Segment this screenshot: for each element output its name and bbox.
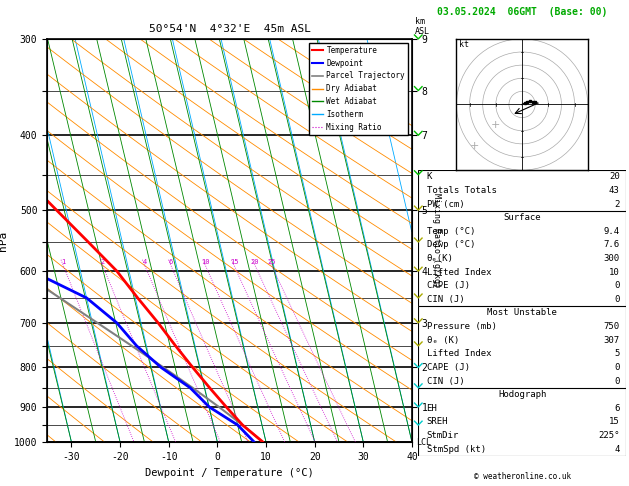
Y-axis label: Mixing Ratio (g/kg): Mixing Ratio (g/kg) [433, 193, 442, 288]
Text: θₑ(K): θₑ(K) [426, 254, 454, 263]
Text: Most Unstable: Most Unstable [487, 309, 557, 317]
Text: CIN (J): CIN (J) [426, 295, 464, 304]
Text: Pressure (mb): Pressure (mb) [426, 322, 496, 331]
Text: Dewp (°C): Dewp (°C) [426, 241, 475, 249]
Text: 0: 0 [615, 377, 620, 385]
Text: 20: 20 [609, 173, 620, 181]
Text: 6: 6 [615, 404, 620, 413]
Text: CAPE (J): CAPE (J) [426, 363, 470, 372]
Text: +: + [470, 141, 479, 152]
Text: Surface: Surface [503, 213, 541, 222]
Text: SREH: SREH [426, 417, 448, 426]
Text: 0: 0 [615, 281, 620, 290]
Text: 0: 0 [615, 363, 620, 372]
Text: CAPE (J): CAPE (J) [426, 281, 470, 290]
Text: 307: 307 [603, 336, 620, 345]
Text: 225°: 225° [598, 431, 620, 440]
Text: 10: 10 [201, 260, 209, 265]
Text: Temp (°C): Temp (°C) [426, 227, 475, 236]
Text: 7.6: 7.6 [603, 241, 620, 249]
Text: 6: 6 [169, 260, 173, 265]
Text: Hodograph: Hodograph [498, 390, 546, 399]
Text: © weatheronline.co.uk: © weatheronline.co.uk [474, 472, 571, 481]
Text: 50°54'N  4°32'E  45m ASL: 50°54'N 4°32'E 45m ASL [148, 24, 311, 34]
Text: Lifted Index: Lifted Index [426, 268, 491, 277]
Text: StmSpd (kt): StmSpd (kt) [426, 445, 486, 453]
Y-axis label: hPa: hPa [0, 230, 8, 251]
Text: 4: 4 [143, 260, 147, 265]
Text: 03.05.2024  06GMT  (Base: 00): 03.05.2024 06GMT (Base: 00) [437, 7, 607, 17]
Text: 300: 300 [603, 254, 620, 263]
Text: EH: EH [426, 404, 437, 413]
Text: km
ASL: km ASL [415, 17, 430, 36]
Text: LCL: LCL [416, 438, 431, 447]
Text: 0: 0 [615, 295, 620, 304]
Text: 1: 1 [61, 260, 65, 265]
Text: kt: kt [459, 40, 469, 49]
Text: 15: 15 [230, 260, 238, 265]
Text: 750: 750 [603, 322, 620, 331]
Text: 2: 2 [615, 200, 620, 208]
Text: 4: 4 [615, 445, 620, 453]
Text: K: K [426, 173, 432, 181]
Text: 43: 43 [609, 186, 620, 195]
X-axis label: Dewpoint / Temperature (°C): Dewpoint / Temperature (°C) [145, 468, 314, 478]
Text: 25: 25 [267, 260, 276, 265]
Text: +: + [491, 121, 501, 130]
Text: PW (cm): PW (cm) [426, 200, 464, 208]
Text: Totals Totals: Totals Totals [426, 186, 496, 195]
Legend: Temperature, Dewpoint, Parcel Trajectory, Dry Adiabat, Wet Adiabat, Isotherm, Mi: Temperature, Dewpoint, Parcel Trajectory… [309, 43, 408, 135]
Text: 2: 2 [101, 260, 105, 265]
Text: 10: 10 [609, 268, 620, 277]
Text: 5: 5 [615, 349, 620, 358]
Text: Lifted Index: Lifted Index [426, 349, 491, 358]
Text: 15: 15 [609, 417, 620, 426]
Text: 9.4: 9.4 [603, 227, 620, 236]
Text: 20: 20 [251, 260, 259, 265]
Text: CIN (J): CIN (J) [426, 377, 464, 385]
Text: θₑ (K): θₑ (K) [426, 336, 459, 345]
Text: StmDir: StmDir [426, 431, 459, 440]
